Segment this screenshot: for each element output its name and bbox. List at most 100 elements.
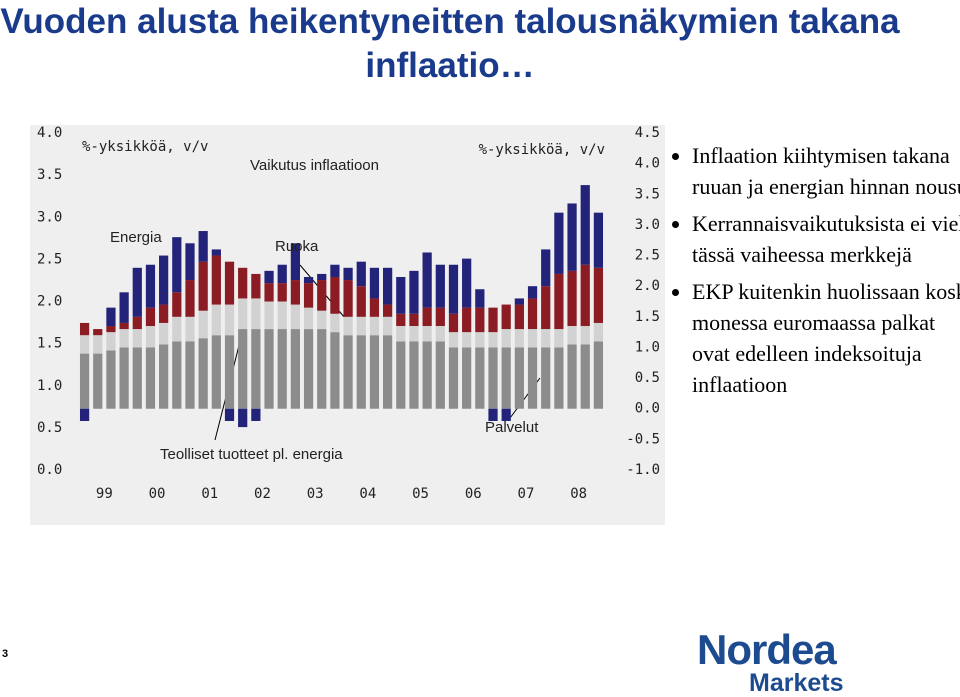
bar-segment bbox=[185, 341, 195, 409]
bar-segment bbox=[593, 322, 604, 342]
y-tick-label: 0.0 bbox=[635, 401, 660, 417]
bar-segment bbox=[277, 329, 287, 409]
bar-segment bbox=[462, 307, 472, 333]
bar-segment bbox=[527, 347, 538, 409]
bar-segment bbox=[501, 329, 511, 348]
bar-segment bbox=[580, 264, 590, 327]
legend-label: Teolliset tuotteet pl. energia bbox=[160, 446, 343, 463]
bar-segment bbox=[185, 280, 195, 317]
bar-segment bbox=[145, 326, 156, 348]
bar-segment bbox=[317, 280, 327, 311]
bar-segment bbox=[554, 329, 564, 348]
bar-segment bbox=[198, 231, 208, 262]
x-tick-label: 07 bbox=[518, 486, 535, 502]
bar-segment bbox=[132, 267, 142, 317]
bar-segment bbox=[303, 329, 314, 409]
bar-segment bbox=[132, 329, 142, 348]
bullet: Kerrannaisvaikutuksista ei vielä tässä v… bbox=[692, 208, 960, 270]
bar-segment bbox=[264, 270, 274, 284]
bar-segment bbox=[277, 301, 287, 330]
bar-segment bbox=[119, 322, 129, 330]
bar-segment bbox=[211, 304, 221, 336]
bar-segment bbox=[303, 307, 314, 330]
y-tick-label: 4.5 bbox=[635, 125, 660, 141]
bar-segment bbox=[79, 335, 90, 354]
y-tick-label: -1.0 bbox=[626, 462, 660, 478]
bar-segment bbox=[185, 316, 195, 342]
y-tick-label: -0.5 bbox=[626, 431, 660, 447]
bar-segment bbox=[159, 322, 169, 345]
bar-segment bbox=[554, 347, 564, 409]
bar-segment bbox=[238, 329, 248, 409]
bar-segment bbox=[211, 249, 221, 256]
legend-label: Palvelut bbox=[485, 419, 539, 436]
bar-segment bbox=[211, 255, 221, 305]
x-tick-label: 05 bbox=[412, 486, 429, 502]
bar-segment bbox=[317, 310, 327, 330]
bar-segment bbox=[330, 332, 340, 409]
bar-segment bbox=[554, 273, 564, 330]
bar-segment bbox=[475, 332, 485, 348]
bar-segment bbox=[369, 316, 380, 336]
y-tick-label: 1.0 bbox=[635, 339, 660, 355]
slide-title: Vuoden alusta heikentyneitten talousnäky… bbox=[0, 2, 900, 85]
bar-segment bbox=[264, 283, 274, 302]
y2-tick-label: 2.0 bbox=[37, 294, 62, 310]
bar-segment bbox=[514, 347, 524, 409]
bar-segment bbox=[409, 326, 419, 342]
bar-segment bbox=[409, 270, 419, 314]
bar-segment bbox=[277, 283, 287, 302]
bar-segment bbox=[132, 347, 142, 409]
x-tick-label: 02 bbox=[254, 486, 271, 502]
bar-segment bbox=[554, 212, 564, 274]
bar-segment bbox=[198, 338, 208, 409]
bar-segment bbox=[527, 286, 538, 299]
bar-segment bbox=[435, 307, 445, 327]
bar-segment bbox=[488, 408, 498, 421]
bar-segment bbox=[145, 307, 156, 327]
bar-segment bbox=[593, 212, 604, 268]
y2-tick-label: 2.5 bbox=[37, 251, 62, 267]
bar-segment bbox=[396, 326, 406, 342]
x-tick-label: 00 bbox=[149, 486, 166, 502]
bar-segment bbox=[251, 408, 261, 421]
bar-segment bbox=[527, 329, 538, 348]
bar-segment bbox=[435, 264, 445, 308]
x-tick-label: 08 bbox=[570, 486, 587, 502]
x-tick-label: 04 bbox=[359, 486, 376, 502]
logo-text: Nordea bbox=[697, 626, 837, 673]
bullet: EKP kuitenkin huolissaan koska monessa e… bbox=[692, 276, 960, 400]
bar-segment bbox=[238, 267, 248, 299]
bar-segment bbox=[422, 326, 432, 342]
bar-segment bbox=[317, 329, 327, 409]
bar-segment bbox=[93, 329, 103, 336]
bar-segment bbox=[514, 304, 524, 330]
bar-segment bbox=[593, 341, 604, 409]
x-tick-label: 99 bbox=[96, 486, 113, 502]
bar-segment bbox=[119, 329, 129, 348]
bar-segment bbox=[185, 243, 195, 281]
x-tick-label: 03 bbox=[307, 486, 324, 502]
bar-segment bbox=[356, 261, 366, 287]
bar-segment bbox=[106, 326, 116, 333]
bar-segment bbox=[448, 264, 459, 314]
bar-segment bbox=[251, 298, 261, 330]
bar-segment bbox=[356, 316, 366, 336]
bar-segment bbox=[567, 203, 577, 271]
bar-segment bbox=[330, 313, 340, 333]
bar-segment bbox=[409, 341, 419, 409]
bar-segment bbox=[198, 310, 208, 339]
bar-segment bbox=[106, 307, 116, 327]
bar-segment bbox=[251, 273, 261, 299]
bar-segment bbox=[567, 344, 577, 409]
bar-segment bbox=[369, 335, 380, 409]
bullet: Inflaation kiihtymisen takana ruuan ja e… bbox=[692, 140, 960, 202]
x-tick-label: 06 bbox=[465, 486, 482, 502]
bar-segment bbox=[396, 313, 406, 327]
y2-tick-label: 1.5 bbox=[37, 336, 62, 352]
y-tick-label: 4.0 bbox=[635, 156, 660, 172]
bar-segment bbox=[541, 329, 551, 348]
bar-segment bbox=[541, 347, 551, 409]
bar-segment bbox=[159, 344, 169, 409]
bar-segment bbox=[93, 353, 103, 409]
